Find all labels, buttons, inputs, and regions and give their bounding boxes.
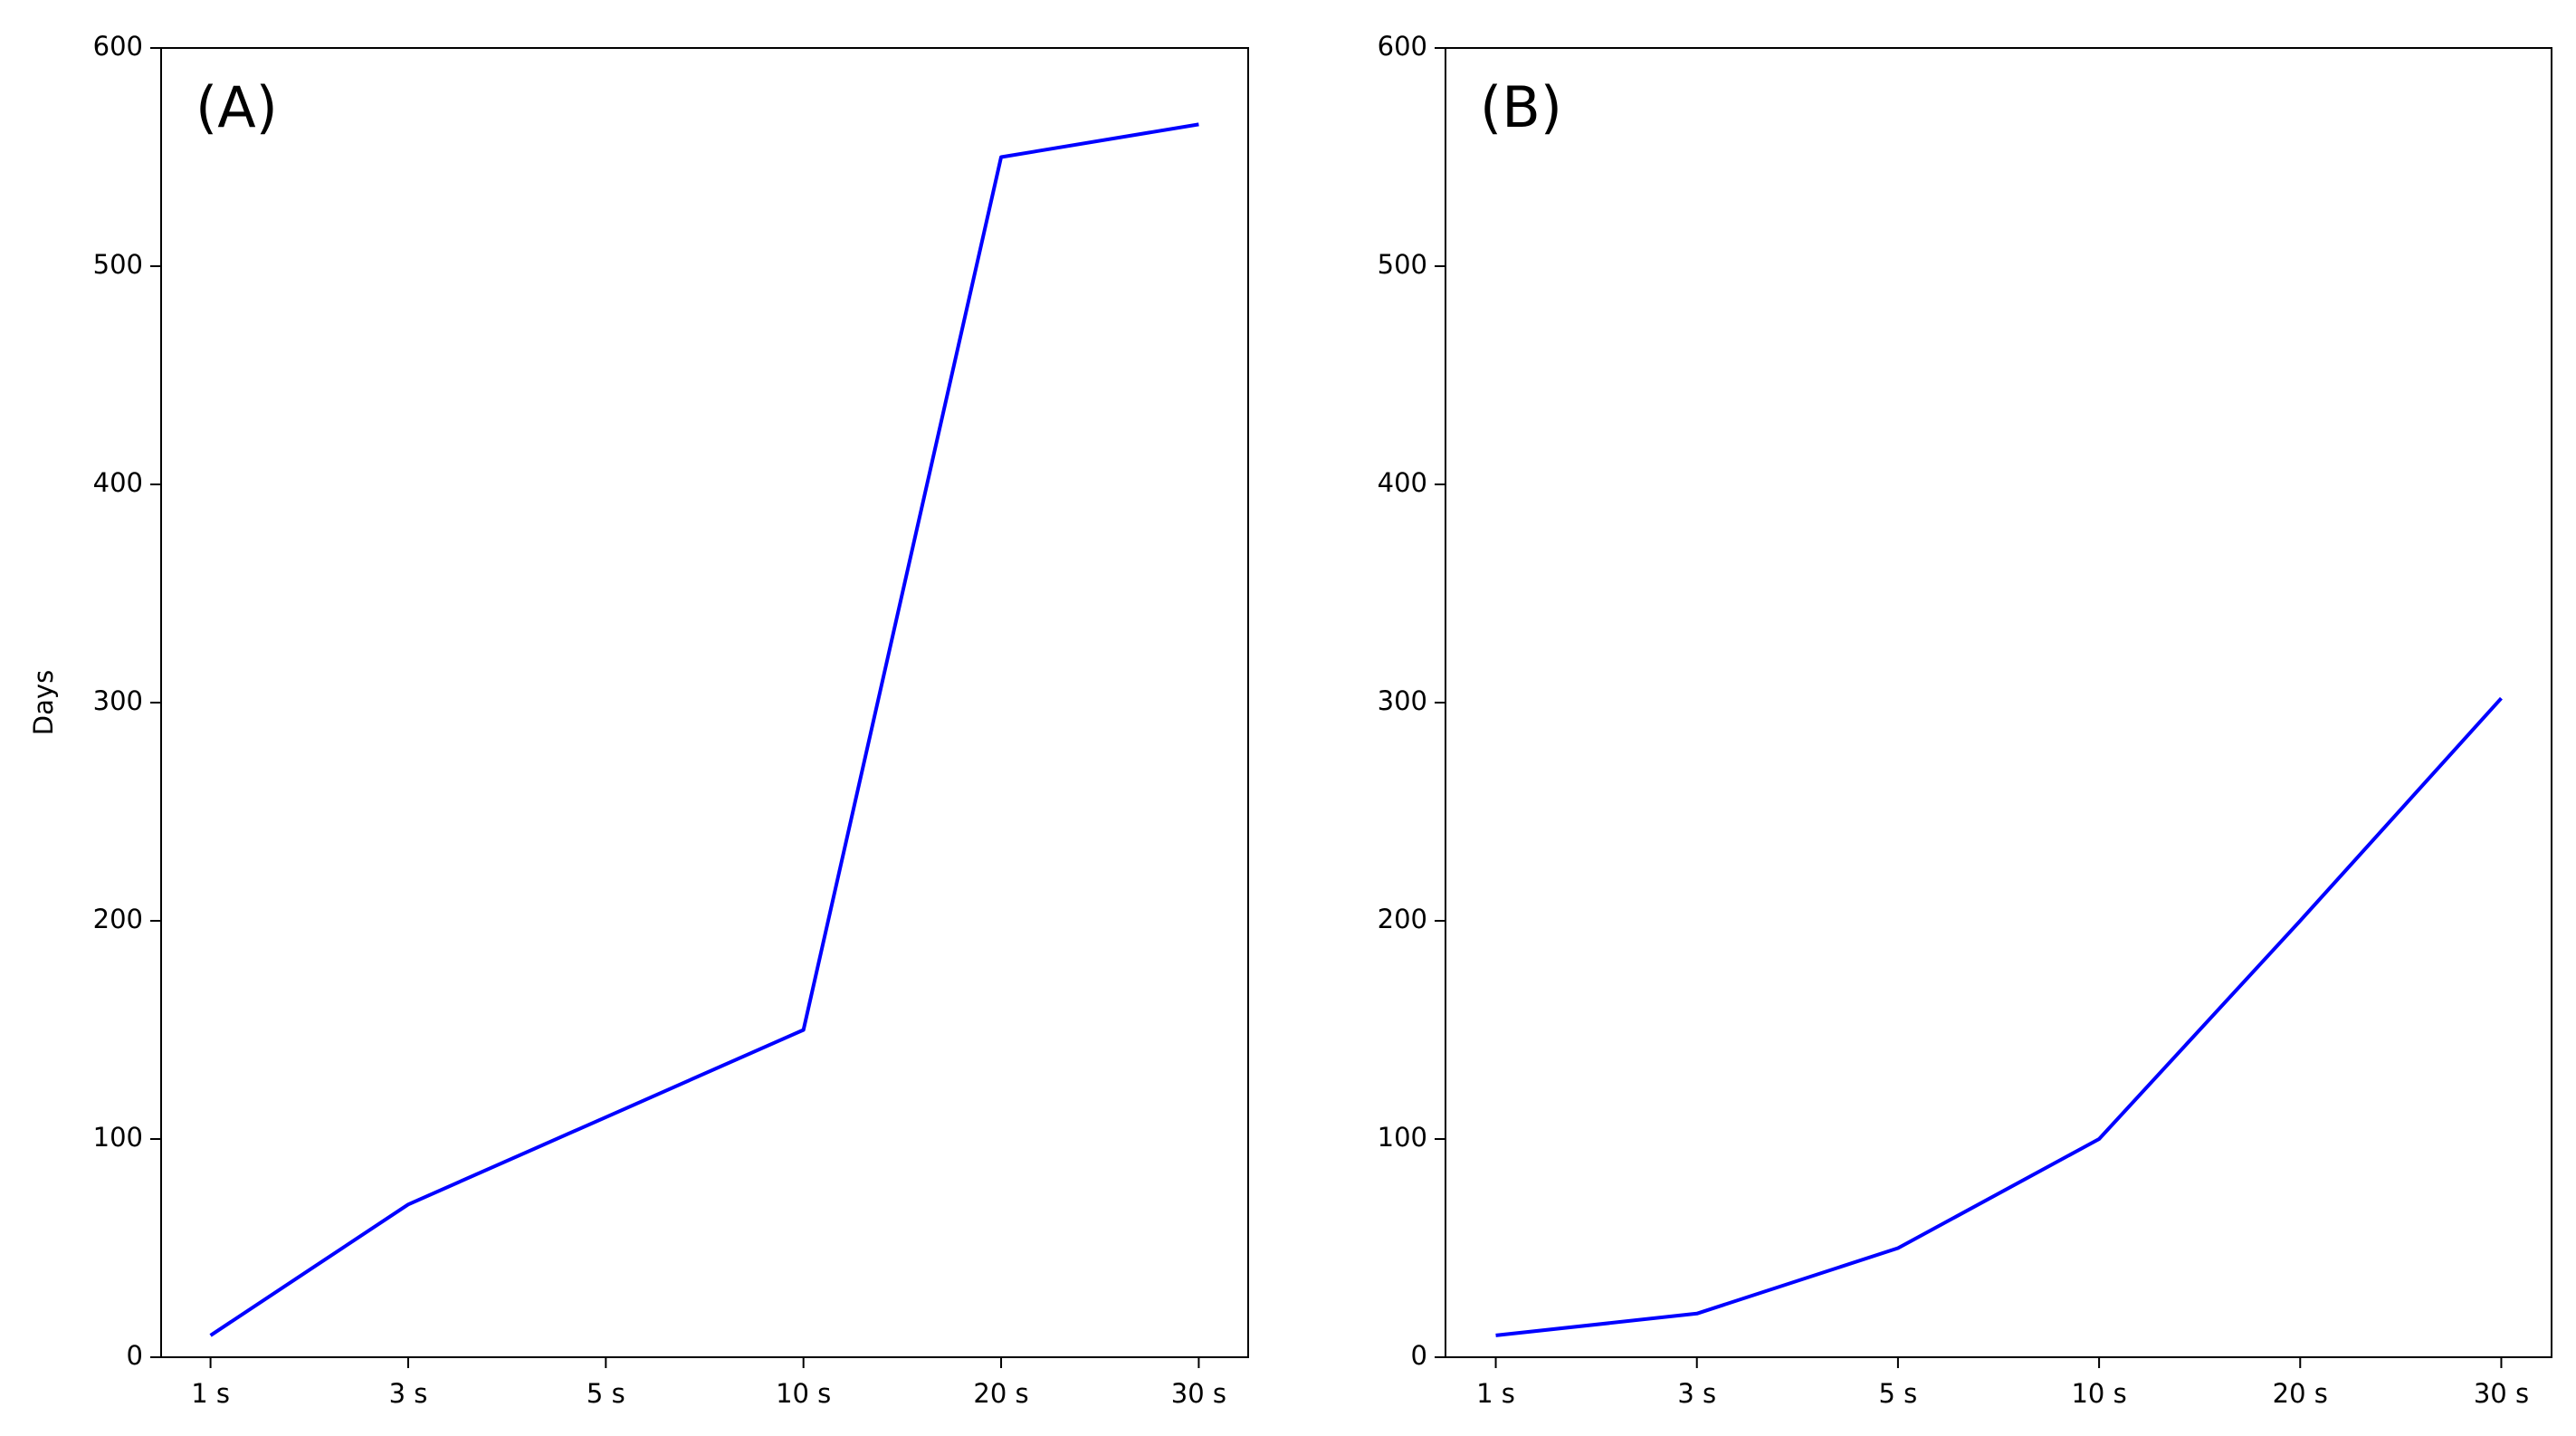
y-tick-label: 100: [1378, 1122, 1427, 1153]
y-tick-label: 100: [93, 1122, 143, 1153]
x-tick-label: 30 s: [1171, 1378, 1226, 1409]
panel-annotation: (B): [1480, 74, 1562, 140]
data-line: [209, 122, 1199, 1337]
x-tick-label: 30 s: [2474, 1378, 2529, 1409]
y-tick-label: 400: [93, 467, 143, 498]
y-tick-label: 400: [1378, 467, 1427, 498]
y-tick-label: 0: [1411, 1340, 1427, 1371]
y-axis-label: Days: [28, 670, 59, 735]
x-tick-label: 10 s: [776, 1378, 831, 1409]
plot-frame: [1445, 47, 2552, 1358]
plot-frame: [160, 47, 1249, 1358]
y-tick-label: 500: [1378, 249, 1427, 280]
y-tick-label: 0: [127, 1340, 143, 1371]
x-tick-label: 5 s: [1879, 1378, 1918, 1409]
x-tick-label: 20 s: [973, 1378, 1028, 1409]
x-tick-label: 3 s: [389, 1378, 428, 1409]
y-tick-label: 300: [1378, 685, 1427, 716]
panel-annotation: (A): [196, 74, 278, 140]
x-tick-label: 1 s: [191, 1378, 230, 1409]
x-tick-label: 20 s: [2273, 1378, 2328, 1409]
y-tick-label: 300: [93, 685, 143, 716]
y-tick-label: 500: [93, 249, 143, 280]
x-tick-label: 10 s: [2071, 1378, 2126, 1409]
x-tick-label: 3 s: [1677, 1378, 1716, 1409]
y-tick-label: 600: [93, 31, 143, 62]
x-tick-label: 1 s: [1476, 1378, 1515, 1409]
y-tick-label: 200: [93, 904, 143, 934]
y-tick-label: 600: [1378, 31, 1427, 62]
data-line: [1495, 696, 2503, 1337]
x-tick-label: 5 s: [587, 1378, 625, 1409]
y-tick-label: 200: [1378, 904, 1427, 934]
